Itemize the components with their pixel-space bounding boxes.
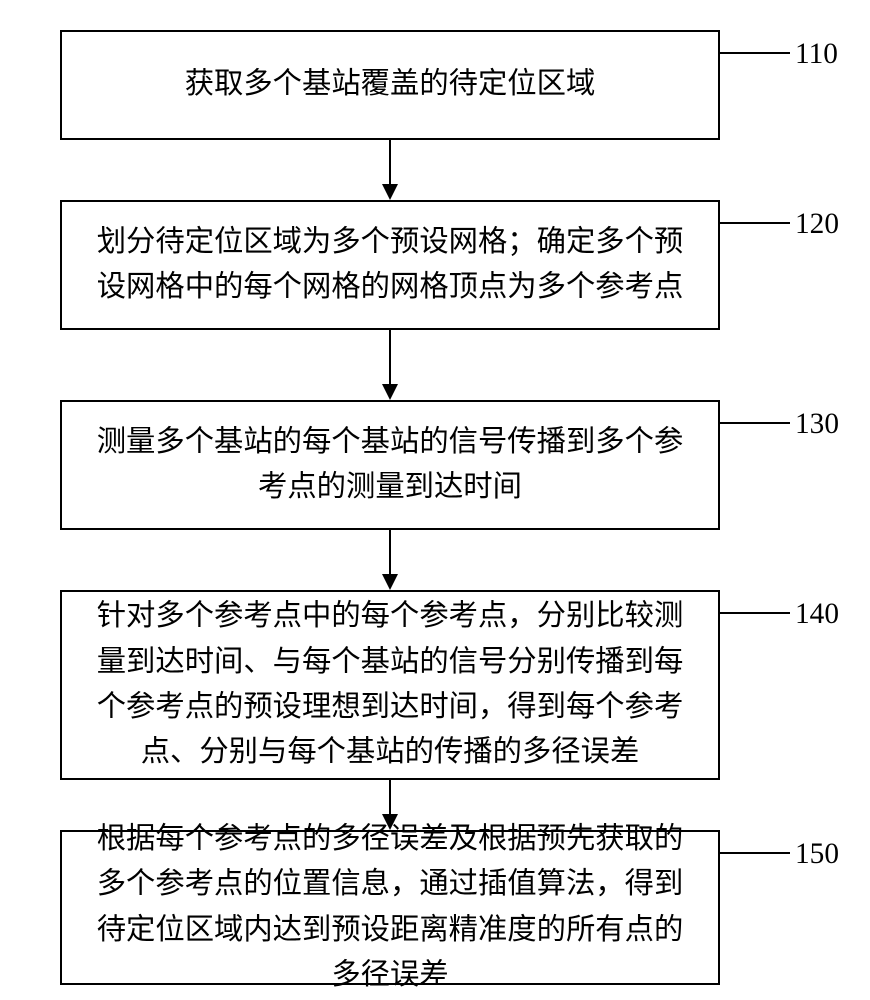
step-number-label: 140: [795, 598, 839, 631]
flowchart-canvas: 获取多个基站覆盖的待定位区域划分待定位区域为多个预设网格；确定多个预设网格中的每…: [0, 0, 870, 1000]
step-number-label: 150: [795, 838, 839, 871]
flow-step-text: 获取多个基站覆盖的待定位区域: [185, 62, 596, 107]
flow-step-text: 针对多个参考点中的每个参考点，分别比较测量到达时间、与每个基站的信号分别传播到每…: [92, 594, 688, 776]
leader-line: [720, 222, 790, 224]
flow-step-text: 划分待定位区域为多个预设网格；确定多个预设网格中的每个网格的网格顶点为多个参考点: [92, 220, 688, 311]
flow-step-text: 测量多个基站的每个基站的信号传播到多个参考点的测量到达时间: [92, 420, 688, 511]
leader-line: [720, 612, 790, 614]
flow-step-110: 获取多个基站覆盖的待定位区域: [60, 30, 720, 140]
flow-arrow: [378, 780, 402, 830]
flow-arrow: [378, 530, 402, 590]
flow-step-140: 针对多个参考点中的每个参考点，分别比较测量到达时间、与每个基站的信号分别传播到每…: [60, 590, 720, 780]
flow-arrow: [378, 140, 402, 200]
flow-step-120: 划分待定位区域为多个预设网格；确定多个预设网格中的每个网格的网格顶点为多个参考点: [60, 200, 720, 330]
flow-step-150: 根据每个参考点的多径误差及根据预先获取的多个参考点的位置信息，通过插值算法，得到…: [60, 830, 720, 985]
flow-step-text: 根据每个参考点的多径误差及根据预先获取的多个参考点的位置信息，通过插值算法，得到…: [92, 817, 688, 999]
leader-line: [720, 422, 790, 424]
leader-line: [720, 52, 790, 54]
flow-step-130: 测量多个基站的每个基站的信号传播到多个参考点的测量到达时间: [60, 400, 720, 530]
leader-line: [720, 852, 790, 854]
flow-arrow: [378, 330, 402, 400]
step-number-label: 110: [795, 38, 838, 71]
step-number-label: 120: [795, 208, 839, 241]
step-number-label: 130: [795, 408, 839, 441]
